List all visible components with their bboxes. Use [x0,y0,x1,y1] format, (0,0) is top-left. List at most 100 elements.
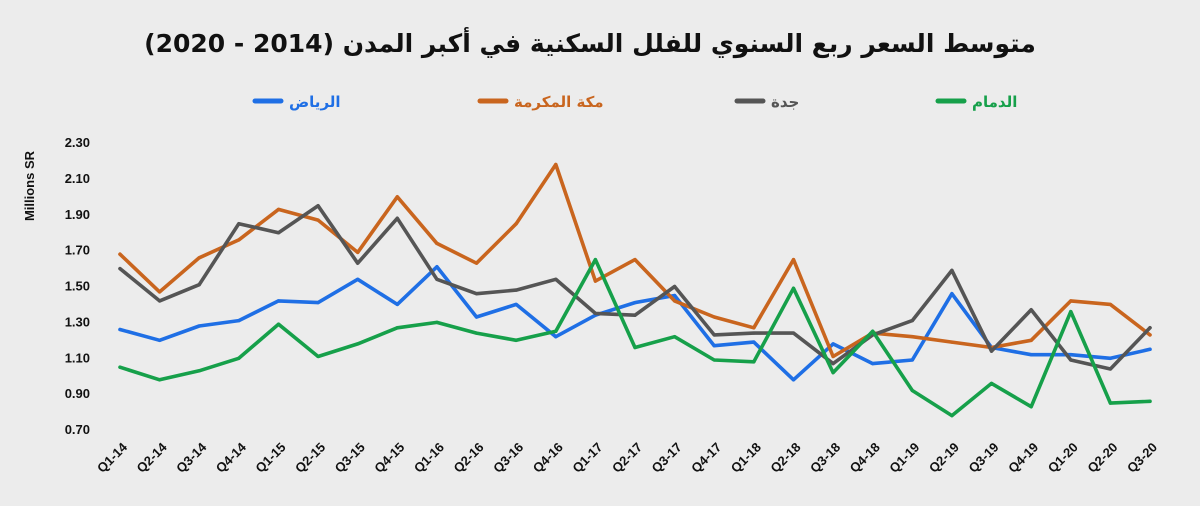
data-point [831,342,835,346]
x-tick-label: Q2-19 [926,440,962,476]
x-tick-label: Q1-15 [252,440,288,476]
data-point [950,292,954,296]
data-point [831,354,835,359]
data-point [118,266,122,271]
data-point [1148,347,1152,351]
data-point [435,241,439,246]
data-point [395,326,399,330]
data-point [752,326,756,330]
data-point [1148,399,1152,403]
x-tick-label: Q4-18 [847,440,883,476]
data-point [118,252,122,256]
y-tick-label: 1.10 [65,350,90,365]
y-axis-label: Millions SR [22,150,37,221]
data-point [237,356,241,360]
data-point [356,261,360,265]
x-tick-label: Q4-17 [688,440,724,476]
data-point [950,268,954,272]
data-point [752,360,756,364]
x-tick-label: Q3-16 [490,440,526,476]
x-tick-label: Q4-14 [213,439,250,476]
x-tick-label: Q3-19 [965,440,1001,476]
data-point [791,378,796,382]
data-point [356,277,360,281]
data-point [158,378,162,382]
y-tick-label: 1.70 [65,243,90,258]
data-point [237,222,241,226]
x-tick-label: Q3-14 [173,439,210,476]
data-point [871,362,875,366]
series-layer [118,162,1152,418]
data-point [276,322,281,326]
data-point [593,311,597,316]
y-tick-label: 0.90 [65,386,90,401]
data-point [673,335,677,339]
y-tick-label: 0.70 [65,422,90,437]
data-point [871,329,875,333]
x-axis: Q1-14 Q2-14 Q3-14 Q4-14 Q1-15 Q2-15 Q3-15 Q4-15… [94,439,1160,476]
x-tick-label: Q3-17 [649,440,685,476]
legend: الرياض مكة المكرمة جدة الدمام [252,93,1017,111]
data-point [752,331,756,335]
data-point [633,301,637,305]
x-tick-label: Q1-18 [728,440,764,476]
data-point [593,279,597,283]
y-tick-label: 1.30 [65,314,90,329]
data-point [158,299,162,303]
data-point [989,381,994,385]
data-point [276,231,281,235]
data-point [673,284,677,289]
x-tick-label: Q1-14 [94,439,131,476]
x-tick-label: Q3-15 [332,440,368,476]
data-point [633,313,637,317]
data-point [633,345,637,350]
data-point [831,362,835,366]
data-point [910,358,914,362]
data-point [395,195,399,199]
data-point [633,257,637,262]
x-tick-label: Q2-16 [450,440,486,476]
data-point [316,301,320,305]
data-point [474,261,479,265]
data-point [1148,326,1152,330]
data-point [514,302,518,307]
data-point [395,302,399,307]
x-tick-label: Q2-17 [609,440,645,476]
data-point [118,327,122,332]
data-point [712,358,716,362]
data-point [514,222,518,226]
data-point [712,344,716,348]
data-point [197,324,201,328]
legend-label: مكة المكرمة [514,93,604,111]
data-point [356,342,360,346]
data-point [316,218,320,222]
data-point [1029,338,1033,342]
data-point [1148,333,1152,337]
data-point [910,335,914,339]
x-tick-label: Q3-20 [1124,440,1160,476]
data-point [554,329,558,333]
series-line-3 [118,257,1152,418]
data-point [1108,401,1112,405]
data-point [1069,299,1073,303]
data-point [276,207,281,211]
data-point [1108,356,1112,360]
data-point [910,318,914,323]
data-point [950,340,954,344]
data-point [197,369,201,373]
data-point [356,250,360,255]
data-point [514,338,518,342]
x-tick-label: Q2-15 [292,440,328,476]
data-point [791,331,796,335]
data-point [435,320,439,324]
y-tick-label: 2.30 [65,135,90,150]
data-point [316,204,320,208]
data-point [1069,358,1073,362]
data-point [395,216,399,220]
data-point [554,277,558,281]
data-point [673,293,677,298]
data-point [118,365,122,369]
data-point [712,333,716,337]
series-line-0 [118,264,1152,382]
